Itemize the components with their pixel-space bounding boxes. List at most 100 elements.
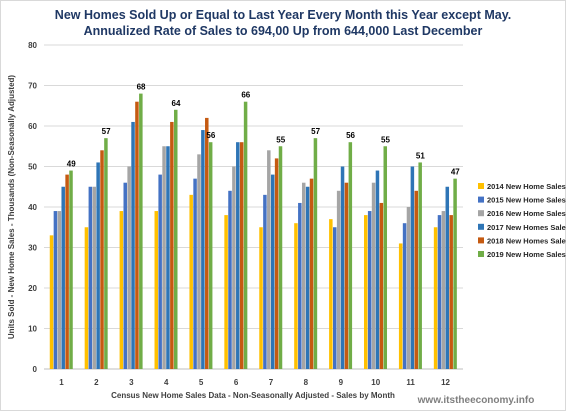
data-label-month-6: 66 — [241, 91, 250, 100]
bar-2015-new-home-sales-month-6 — [228, 190, 232, 369]
y-tick-label: 40 — [28, 203, 37, 212]
y-tick-label: 70 — [28, 82, 37, 91]
chart-title-line-2: Annualized Rate of Sales to 694,00 Up fr… — [84, 24, 483, 38]
bar-2018-new-homes-sales-month-4 — [170, 121, 174, 369]
bar-2014-new-home-sales-month-1 — [49, 235, 54, 369]
bar-2014-new-home-sales-month-7 — [259, 227, 263, 369]
bar-2018-new-homes-sales-month-11 — [414, 190, 419, 369]
x-tick-label: 3 — [129, 378, 134, 387]
bar-2016-new-home-sales-month-10 — [371, 182, 376, 369]
bar-2017-new-homes-sales-month-10 — [375, 170, 380, 369]
bar-2014-new-home-sales-month-2 — [84, 227, 89, 369]
x-tick-label: 8 — [304, 378, 309, 387]
bar-2019-new-home-sales-month-3 — [139, 93, 143, 369]
y-tick-labels: 0 10 20 30 40 50 60 70 80 — [28, 41, 37, 374]
bar-2015-new-home-sales-month-7 — [263, 194, 267, 369]
bar-2015-new-home-sales-month-2 — [88, 186, 93, 369]
legend-swatch — [478, 223, 484, 230]
bar-2016-new-home-sales-month-8 — [301, 182, 306, 369]
bar-2016-new-home-sales-month-7 — [267, 150, 271, 369]
data-label-month-9: 56 — [346, 131, 355, 140]
bar-2017-new-homes-sales-month-4 — [166, 146, 170, 369]
bar-2014-new-home-sales-month-3 — [119, 211, 124, 369]
bar-2016-new-home-sales-month-5 — [197, 154, 201, 369]
bar-2019-new-home-sales-month-11 — [418, 162, 422, 369]
bar-2014-new-home-sales-month-6 — [224, 215, 228, 369]
x-tick-label: 6 — [234, 378, 239, 387]
bar-2016-new-home-sales-month-1 — [57, 211, 62, 369]
bar-2019-new-home-sales-month-1 — [69, 170, 73, 369]
bar-2016-new-home-sales-month-2 — [92, 186, 96, 369]
legend-swatch — [478, 210, 484, 217]
y-tick-label: 10 — [28, 325, 37, 334]
legend-label: 2018 New Homes Sales — [487, 236, 566, 245]
legend-swatch — [478, 196, 484, 203]
bar-2018-new-homes-sales-month-5 — [205, 117, 209, 370]
bar-2014-new-home-sales-month-10 — [364, 215, 368, 369]
bar-2016-new-home-sales-month-11 — [406, 207, 411, 369]
x-tick-label: 4 — [164, 378, 169, 387]
bar-2019-new-home-sales-month-10 — [383, 146, 388, 369]
data-label-month-8: 57 — [311, 127, 320, 136]
bar-2018-new-homes-sales-month-3 — [135, 101, 139, 369]
bar-2019-new-home-sales-month-6 — [243, 101, 248, 369]
bar-2015-new-home-sales-month-11 — [402, 223, 407, 369]
x-tick-label: 11 — [406, 378, 415, 387]
bar-2017-new-homes-sales-month-9 — [340, 166, 345, 369]
x-tick-label: 1 — [59, 378, 64, 387]
bar-2019-new-home-sales-month-8 — [313, 138, 318, 369]
data-label-month-1: 49 — [67, 160, 76, 169]
data-labels: 49 57 68 64 56 66 55 57 56 55 51 47 — [67, 83, 461, 177]
x-tick-labels: 1 2 3 4 5 6 7 8 9 10 11 12 — [59, 378, 450, 387]
bar-2015-new-home-sales-month-5 — [193, 178, 197, 369]
bar-2015-new-home-sales-month-1 — [53, 211, 58, 369]
data-label-month-11: 51 — [416, 151, 425, 160]
bar-2019-new-home-sales-month-2 — [104, 138, 108, 369]
y-tick-label: 80 — [28, 41, 37, 50]
data-label-month-7: 55 — [276, 135, 285, 144]
x-tick-label: 12 — [441, 378, 450, 387]
bars-group — [49, 93, 457, 370]
x-axis-title: Census New Home Sales Data - Non-Seasona… — [111, 391, 395, 400]
legend-swatch — [478, 251, 484, 257]
bar-2017-new-homes-sales-month-6 — [236, 142, 240, 369]
bar-2018-new-homes-sales-month-1 — [65, 174, 69, 369]
y-axis-title: Units Sold - New Home Sales - Thousands … — [7, 75, 16, 340]
data-label-month-10: 55 — [381, 135, 390, 144]
bar-2014-new-home-sales-month-9 — [329, 219, 333, 369]
bar-2018-new-homes-sales-month-12 — [449, 215, 453, 369]
bar-2014-new-home-sales-month-4 — [154, 211, 159, 369]
bar-2015-new-home-sales-month-4 — [158, 174, 162, 369]
bar-2017-new-homes-sales-month-11 — [410, 166, 415, 369]
bar-2019-new-home-sales-month-9 — [348, 142, 353, 369]
legend-label: 2015 New Home Sales — [487, 196, 566, 205]
bar-2015-new-home-sales-month-10 — [367, 211, 372, 369]
bar-2017-new-homes-sales-month-3 — [131, 121, 135, 369]
bar-2015-new-home-sales-month-9 — [332, 227, 337, 369]
bar-2018-new-homes-sales-month-9 — [344, 182, 349, 369]
bar-2017-new-homes-sales-month-2 — [96, 162, 100, 369]
data-label-month-5: 56 — [206, 131, 215, 140]
bar-2014-new-home-sales-month-11 — [398, 243, 403, 369]
bar-2016-new-home-sales-month-9 — [336, 190, 341, 369]
y-tick-label: 60 — [28, 122, 37, 131]
bar-2016-new-home-sales-month-3 — [127, 166, 131, 369]
bar-2018-new-homes-sales-month-7 — [274, 158, 279, 369]
legend-label: 2014 New Home Sales — [487, 182, 566, 191]
legend-label: 2019 New Home Sales — [487, 250, 566, 259]
bar-2019-new-home-sales-month-12 — [453, 178, 457, 369]
x-tick-label: 5 — [199, 378, 204, 387]
bar-2017-new-homes-sales-month-5 — [201, 130, 205, 369]
x-tick-label: 2 — [94, 378, 99, 387]
y-tick-label: 20 — [28, 284, 37, 293]
y-tick-label: 50 — [28, 163, 37, 172]
bar-2018-new-homes-sales-month-10 — [379, 202, 384, 369]
bar-2016-new-home-sales-month-6 — [232, 166, 236, 369]
legend-label: 2016 New Home Sales — [487, 209, 566, 218]
bar-2018-new-homes-sales-month-6 — [239, 142, 244, 369]
bar-2018-new-homes-sales-month-8 — [309, 178, 314, 369]
legend: 2014 New Home Sales 2015 New Home Sales 20… — [478, 182, 566, 259]
legend-label: 2017 New Homes Sales — [487, 223, 566, 232]
bar-2019-new-home-sales-month-4 — [174, 109, 178, 370]
